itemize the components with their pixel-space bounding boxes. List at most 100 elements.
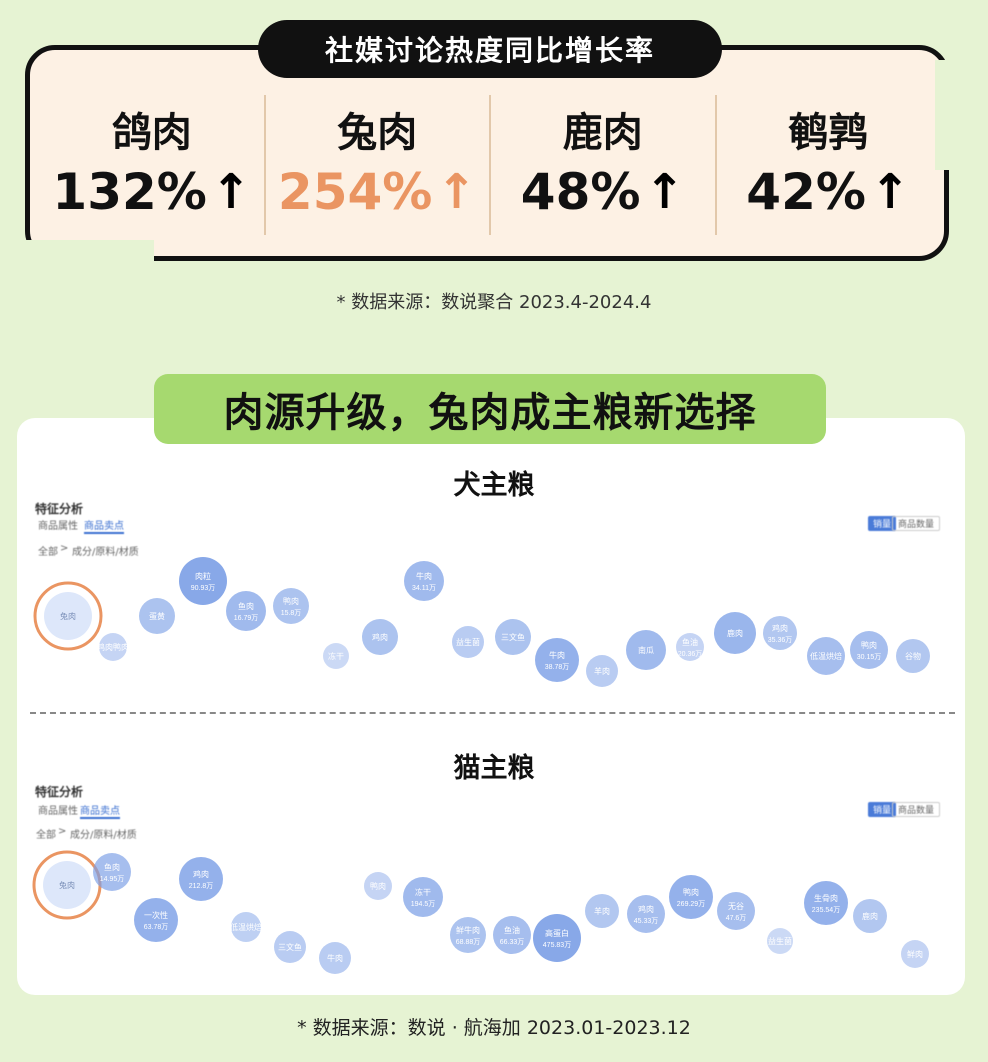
bubble-circle [626,630,666,670]
bubble-item[interactable]: 鱼油 20.36万 [676,633,704,661]
bubble-label: 鸡肉鸭肉 [97,642,129,652]
bubble-item[interactable]: 益生菌 [767,928,793,954]
bubble-circle [669,875,713,919]
bubble-item[interactable]: 鹿肉 [853,899,887,933]
stat-value: 254% [277,163,433,221]
bubble-item[interactable]: 谷物 [896,639,930,673]
count-toggle[interactable]: 商品数量 [892,516,941,531]
bubble-circle [627,895,665,933]
bubble-item[interactable]: 羊肉 [585,894,619,928]
bubble-label: 低温烘焙 [230,922,262,932]
bubble-item[interactable]: 鸡肉 45.33万 [627,895,665,933]
bubble-circle [717,892,755,930]
bubble-item[interactable]: 一次性 63.78万 [134,898,178,942]
bubble-item[interactable]: 低温烘焙 [807,637,845,675]
breadcrumb-ingredients[interactable]: 成分/原料/材质 [70,830,137,841]
bubble-label: 牛肉 [327,953,343,963]
bubble-item[interactable]: 牛肉 [319,942,351,974]
bubble-item[interactable]: 鸡肉鸭肉 [97,633,129,661]
bubble-circle [139,598,175,634]
bubble-item[interactable]: 羊肉 [586,655,618,687]
bubble-item[interactable]: 三文鱼 [274,931,306,963]
bubble-circle [43,861,91,909]
bubble-item[interactable]: 牛肉 34.11万 [404,561,444,601]
bubble-circle [179,557,227,605]
breadcrumb-ingredients[interactable]: 成分/原料/材质 [72,547,139,558]
tab-selling-points[interactable]: 商品卖点 [84,517,124,534]
stat-name: 鸽肉 [111,110,192,156]
bubble-circle [493,916,531,954]
bubble-item[interactable]: 鸡肉 212.8万 [179,857,223,901]
frame-gap [14,240,154,270]
bubble-item[interactable]: 鸭肉 [364,872,392,900]
bubble-value: 20.36万 [678,650,703,658]
bubble-item[interactable]: 生骨肉 235.54万 [804,881,848,925]
bubble-label: 鲜肉 [907,949,923,959]
breadcrumb-all[interactable]: 全部 [36,830,56,841]
bubble-item[interactable]: 高蛋白 475.83万 [533,914,581,962]
bubble-item[interactable]: 三文鱼 [495,619,531,655]
bubble-item[interactable]: 鸭肉 30.15万 [850,631,888,669]
bubble-label: 鸭肉 [861,640,877,650]
tab-product-attributes[interactable]: 商品属性 [38,806,78,817]
bubble-item[interactable]: 鲜牛肉 68.88万 [450,917,486,953]
bubble-label: 益生菌 [456,637,480,647]
bubble-item[interactable]: 肉粒 90.93万 [179,557,227,605]
dog-food-title: 犬主粮 [453,470,535,501]
bubble-circle [450,917,486,953]
bubble-item[interactable]: 鹿肉 [714,612,756,654]
bubble-item[interactable]: 鲜肉 [901,940,929,968]
bubble-circle [807,637,845,675]
bubble-item[interactable]: 鸡肉 [362,619,398,655]
bubble-label: 鲜牛肉 [456,925,480,935]
bubble-circle [533,914,581,962]
bubble-item[interactable]: 冻干 [323,643,349,669]
bubble-value: 68.88万 [456,938,481,946]
bubble-rabbit-highlight[interactable]: 兔肉 [32,850,102,920]
bubble-label: 鱼油 [682,637,698,647]
tab-selling-points[interactable]: 商品卖点 [80,802,120,819]
bubble-label: 鹿肉 [862,911,878,921]
bubble-item[interactable]: 益生菌 [452,626,484,658]
bubble-label: 鸭肉 [370,881,386,891]
bubble-item[interactable]: 鸭肉 15.8万 [273,588,309,624]
bubble-circle [319,942,351,974]
bubble-item[interactable]: 鱼肉 14.95万 [93,853,131,891]
sales-toggle[interactable]: 销量 [868,802,897,817]
tab-product-attributes[interactable]: 商品属性 [38,521,78,532]
bubble-item[interactable]: 牛肉 38.78万 [535,638,579,682]
bubble-item[interactable]: 鱼油 66.33万 [493,916,531,954]
bubble-item[interactable]: 蛋黄 [139,598,175,634]
bubble-label: 谷物 [905,651,921,661]
bubble-item[interactable]: 南瓜 [626,630,666,670]
bubble-circle [231,912,261,942]
bubble-value: 269.29万 [677,900,705,908]
bubble-label: 鱼油 [504,925,520,935]
bubble-value: 66.33万 [500,938,525,946]
bubble-rabbit-highlight[interactable]: 兔肉 [33,581,103,651]
stat-name: 鹌鹑 [788,110,869,156]
bubble-item[interactable]: 鱼肉 16.79万 [226,591,266,631]
bubble-circle [273,588,309,624]
bubble-item[interactable]: 无谷 47.6万 [717,892,755,930]
sales-toggle[interactable]: 销量 [868,516,897,531]
bubble-value: 212.8万 [189,882,214,890]
breadcrumb-sep: > [60,543,69,554]
bubble-value: 90.93万 [191,584,216,592]
stats-source: * 数据来源：数说聚合 2023.4-2024.4 [336,292,652,313]
count-toggle[interactable]: 商品数量 [892,802,941,817]
bubble-item[interactable]: 低温烘焙 [230,912,262,942]
bubble-value: 235.54万 [812,906,840,914]
up-arrow-icon: ↑ [869,164,911,220]
bubble-value: 34.11万 [412,584,436,592]
breadcrumb-all[interactable]: 全部 [38,547,58,558]
bubble-item[interactable]: 冻干 194.5万 [403,877,443,917]
bubble-item[interactable]: 鸡肉 35.36万 [763,616,797,650]
bubble-circle [179,857,223,901]
chart-divider [30,712,955,714]
bubble-item[interactable]: 鸭肉 269.29万 [669,875,713,919]
bubble-circle [226,591,266,631]
breadcrumb-sep: > [58,826,67,837]
frame-gap [935,60,957,170]
